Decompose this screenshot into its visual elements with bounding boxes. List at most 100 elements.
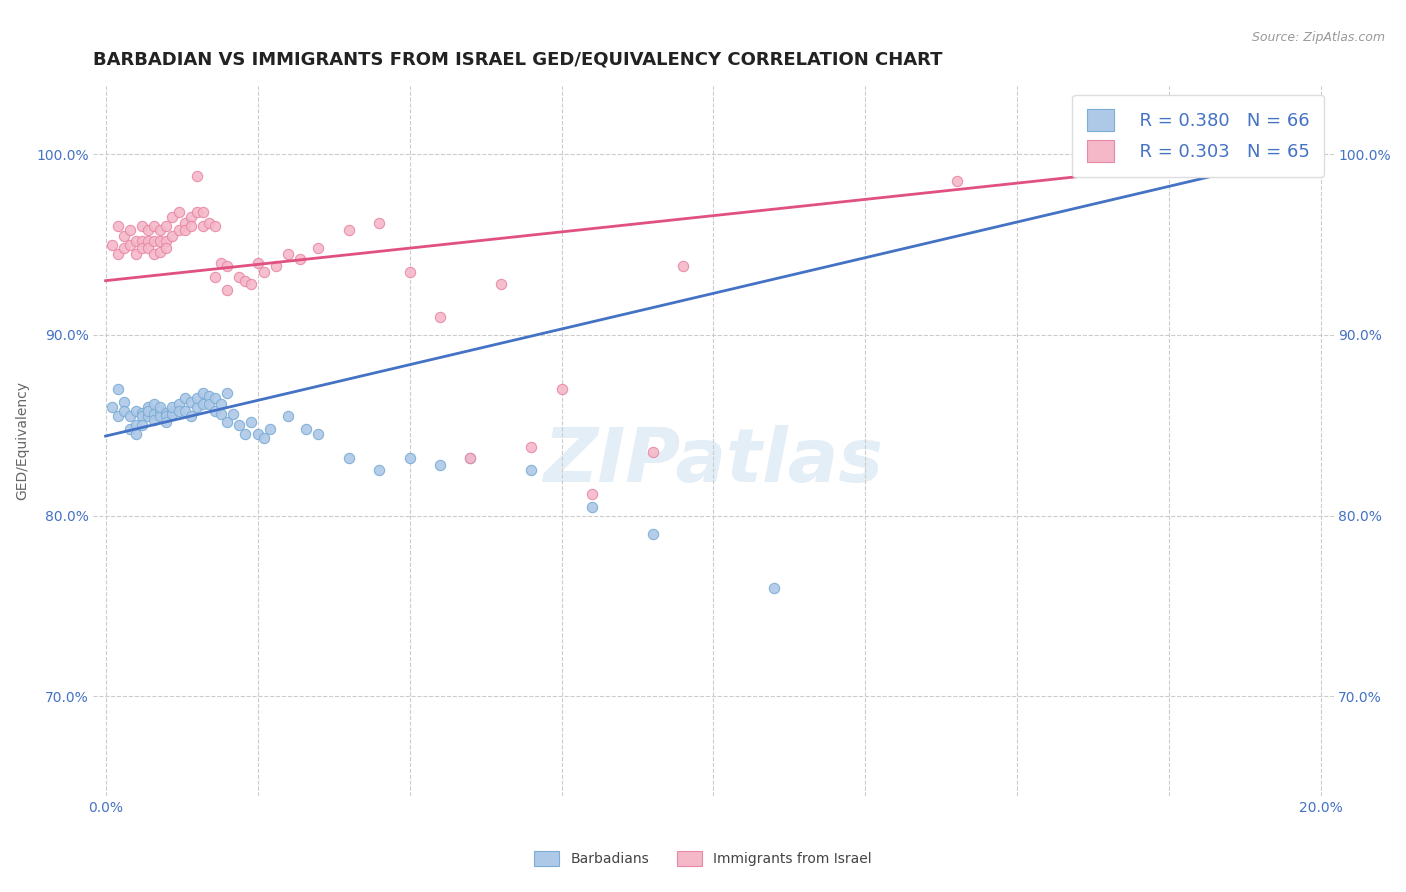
- Point: [460, 450, 482, 465]
- Point: [173, 404, 195, 418]
- Point: [337, 223, 360, 237]
- Point: [173, 223, 195, 237]
- Point: [307, 427, 329, 442]
- Point: [253, 431, 276, 445]
- Point: [186, 400, 208, 414]
- Point: [198, 389, 221, 403]
- Point: [136, 241, 159, 255]
- Point: [198, 216, 221, 230]
- Point: [641, 445, 664, 459]
- Point: [131, 406, 153, 420]
- Point: [307, 241, 329, 255]
- Point: [191, 385, 214, 400]
- Point: [191, 205, 214, 219]
- Point: [149, 234, 172, 248]
- Point: [429, 310, 451, 324]
- Point: [460, 450, 482, 465]
- Point: [520, 463, 543, 477]
- Text: BARBADIAN VS IMMIGRANTS FROM ISRAEL GED/EQUIVALENCY CORRELATION CHART: BARBADIAN VS IMMIGRANTS FROM ISRAEL GED/…: [93, 51, 943, 69]
- Point: [209, 408, 232, 422]
- Point: [240, 415, 263, 429]
- Point: [641, 526, 664, 541]
- Point: [143, 219, 166, 234]
- Point: [162, 211, 184, 225]
- Point: [100, 400, 122, 414]
- Point: [100, 237, 122, 252]
- Point: [209, 396, 232, 410]
- Point: [489, 277, 512, 292]
- Point: [118, 223, 141, 237]
- Point: [204, 404, 226, 418]
- Point: [149, 400, 172, 414]
- Point: [550, 382, 572, 396]
- Point: [180, 219, 202, 234]
- Point: [143, 396, 166, 410]
- Point: [1067, 151, 1090, 165]
- Point: [288, 252, 311, 266]
- Point: [125, 418, 148, 433]
- Point: [180, 409, 202, 424]
- Point: [136, 400, 159, 414]
- Point: [167, 223, 190, 237]
- Point: [125, 234, 148, 248]
- Point: [398, 450, 420, 465]
- Point: [186, 391, 208, 405]
- Point: [112, 241, 135, 255]
- Point: [763, 581, 786, 595]
- Point: [277, 409, 299, 424]
- Point: [398, 265, 420, 279]
- Point: [131, 234, 153, 248]
- Point: [143, 408, 166, 422]
- Point: [180, 211, 202, 225]
- Point: [118, 237, 141, 252]
- Point: [155, 241, 177, 255]
- Point: [1159, 161, 1181, 176]
- Point: [143, 234, 166, 248]
- Point: [198, 396, 221, 410]
- Point: [228, 270, 250, 285]
- Point: [149, 409, 172, 424]
- Point: [162, 408, 184, 422]
- Point: [155, 234, 177, 248]
- Point: [180, 394, 202, 409]
- Point: [1250, 147, 1272, 161]
- Point: [149, 223, 172, 237]
- Point: [125, 427, 148, 442]
- Point: [143, 246, 166, 260]
- Point: [253, 265, 276, 279]
- Point: [235, 427, 257, 442]
- Point: [131, 409, 153, 424]
- Point: [368, 463, 391, 477]
- Point: [149, 404, 172, 418]
- Point: [107, 382, 129, 396]
- Point: [125, 246, 148, 260]
- Point: [118, 409, 141, 424]
- Point: [295, 422, 318, 436]
- Point: [112, 228, 135, 243]
- Point: [112, 394, 135, 409]
- Point: [118, 422, 141, 436]
- Point: [131, 219, 153, 234]
- Point: [581, 487, 603, 501]
- Point: [368, 216, 391, 230]
- Point: [107, 219, 129, 234]
- Point: [162, 404, 184, 418]
- Point: [204, 270, 226, 285]
- Point: [228, 418, 250, 433]
- Point: [235, 274, 257, 288]
- Point: [217, 385, 239, 400]
- Point: [173, 391, 195, 405]
- Point: [167, 396, 190, 410]
- Point: [222, 408, 245, 422]
- Point: [246, 255, 269, 269]
- Point: [191, 396, 214, 410]
- Point: [520, 440, 543, 454]
- Point: [240, 277, 263, 292]
- Point: [143, 413, 166, 427]
- Point: [209, 255, 232, 269]
- Legend:   R = 0.380   N = 66,   R = 0.303   N = 65: R = 0.380 N = 66, R = 0.303 N = 65: [1073, 95, 1324, 177]
- Point: [186, 169, 208, 183]
- Point: [259, 422, 281, 436]
- Point: [125, 404, 148, 418]
- Point: [945, 174, 967, 188]
